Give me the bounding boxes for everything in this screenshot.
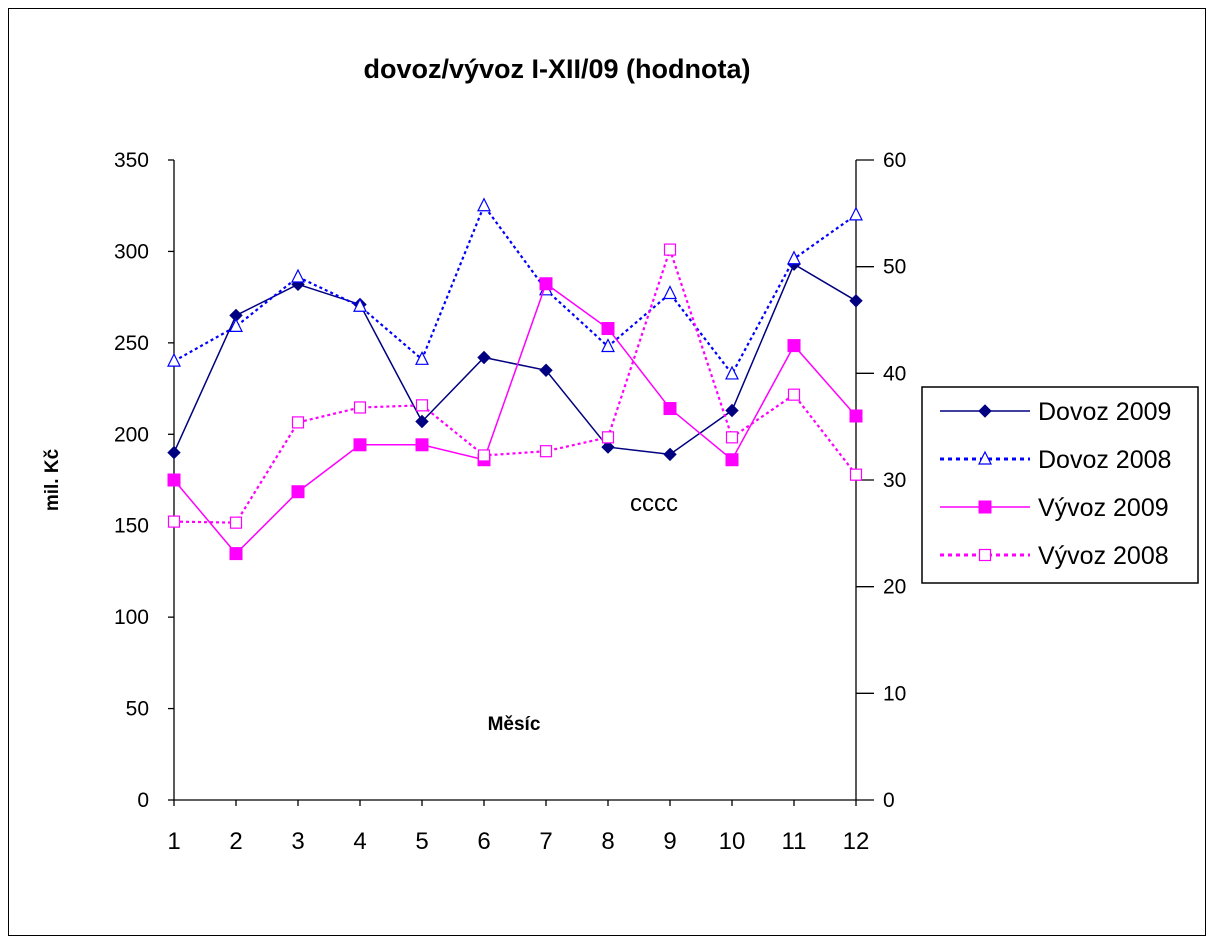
- legend-marker: [978, 500, 992, 514]
- data-point: [787, 339, 801, 353]
- data-point: [663, 447, 677, 462]
- series-line: [173, 263, 857, 456]
- series-v-voz-2009: [167, 277, 863, 561]
- data-point: [415, 438, 429, 452]
- y2-tick-label: 50: [883, 256, 906, 279]
- data-point: [291, 416, 305, 429]
- legend-marker: [978, 404, 992, 418]
- y-tick-label: 50: [126, 698, 149, 721]
- data-point: [167, 515, 181, 528]
- data-point: [415, 414, 429, 429]
- y-tick-label: 300: [114, 240, 149, 263]
- x-axis-label: Měsíc: [488, 714, 541, 735]
- y-tick-label: 100: [114, 606, 149, 629]
- series-line: [173, 203, 857, 376]
- y2-tick-label: 30: [883, 469, 906, 492]
- y2-tick-label: 0: [883, 789, 895, 812]
- x-tick-label: 4: [353, 828, 366, 855]
- legend-label: Vývoz 2009: [1038, 494, 1169, 522]
- y-axis-label: mil. Kč: [42, 448, 63, 511]
- data-point: [787, 250, 801, 265]
- data-point: [291, 268, 305, 283]
- legend-box: [921, 386, 1199, 584]
- series-line: [173, 282, 857, 555]
- legend: Dovoz 2009 Dovoz 2008 Vývoz 2009 Vývoz 2008: [921, 386, 1199, 584]
- y2-tick-label: 10: [883, 682, 906, 705]
- data-point: [601, 431, 615, 444]
- series-layer: [167, 197, 863, 561]
- legend-label: Vývoz 2008: [1038, 542, 1169, 570]
- data-point: [725, 431, 739, 444]
- y2-tick-label: 60: [883, 149, 906, 172]
- data-point: [291, 485, 305, 499]
- data-point: [725, 365, 739, 380]
- data-point: [539, 445, 553, 458]
- data-point: [167, 352, 181, 367]
- data-point: [849, 409, 863, 423]
- legend-marker: [978, 548, 992, 562]
- x-tick-label: 11: [782, 828, 807, 855]
- data-point: [725, 403, 739, 418]
- data-point: [167, 445, 181, 460]
- y-tick-label: 350: [114, 149, 149, 172]
- data-point: [849, 468, 863, 481]
- data-point: [601, 322, 615, 336]
- series-v-voz-2008: [167, 243, 863, 529]
- data-point: [663, 243, 677, 256]
- x-tick-label: 2: [229, 828, 242, 855]
- y-tick-label: 250: [114, 332, 149, 355]
- x-tick-label: 3: [291, 828, 304, 855]
- x-tick-label: 8: [601, 828, 614, 855]
- data-point: [849, 206, 863, 221]
- chart-annotation: cccc: [630, 490, 678, 517]
- data-point: [229, 318, 243, 332]
- data-point: [229, 516, 243, 529]
- data-point: [353, 438, 367, 452]
- y2-tick-label: 20: [883, 576, 906, 599]
- data-point: [787, 388, 801, 401]
- y-tick-label: 0: [137, 789, 149, 812]
- data-point: [601, 440, 615, 454]
- data-point: [849, 294, 863, 308]
- legend-marker: [978, 450, 992, 465]
- data-point: [539, 277, 553, 291]
- x-tick-label: 9: [663, 828, 676, 855]
- series-dovoz-2009: [167, 257, 863, 462]
- data-point: [477, 350, 491, 365]
- data-point: [353, 297, 367, 312]
- y-tick-label: 150: [114, 515, 149, 538]
- y2-tick-label: 40: [883, 362, 906, 385]
- series-dovoz-2008: [167, 197, 863, 380]
- x-tick-label: 10: [719, 828, 746, 855]
- x-tick-label: 5: [415, 828, 428, 855]
- data-point: [601, 338, 615, 353]
- y-tick-label: 200: [114, 423, 149, 446]
- data-point: [415, 350, 429, 365]
- x-tick-label: 12: [843, 828, 870, 855]
- x-tick-label: 7: [539, 828, 552, 855]
- data-point: [539, 363, 553, 377]
- data-point: [229, 547, 243, 561]
- data-point: [477, 197, 491, 212]
- x-tick-label: 1: [167, 828, 180, 855]
- data-point: [353, 401, 367, 414]
- x-tick-label: 6: [477, 828, 490, 855]
- data-point: [663, 402, 677, 416]
- legend-label: Dovoz 2008: [1038, 446, 1171, 474]
- data-point: [725, 453, 739, 467]
- data-point: [415, 399, 429, 412]
- data-point: [663, 285, 677, 300]
- series-line: [173, 246, 857, 524]
- data-point: [477, 449, 491, 462]
- chart-title: dovoz/vývoz I-XII/09 (hodnota): [363, 54, 750, 84]
- data-point: [167, 473, 181, 487]
- legend-label: Dovoz 2009: [1038, 398, 1171, 426]
